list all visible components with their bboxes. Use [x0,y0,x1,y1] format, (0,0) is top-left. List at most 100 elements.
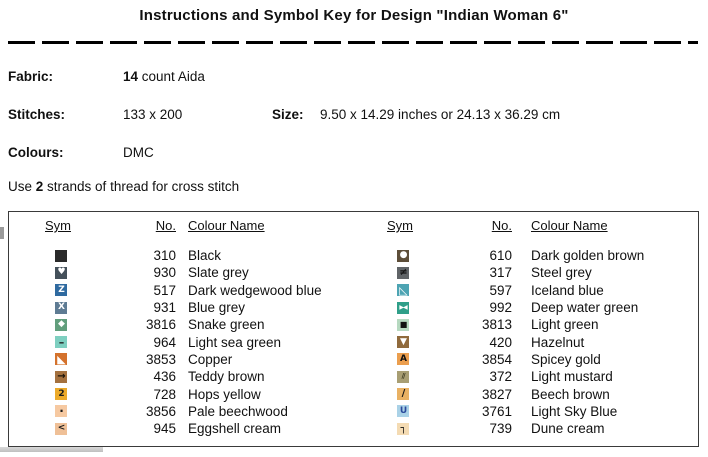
white-lower-left-triangle-icon: ◣ [55,353,67,366]
colour-name: Snake green [188,317,265,333]
letter-x-icon: X [55,301,67,314]
key-header-left: Sym No. Colour Name [39,218,373,238]
colour-name: Teddy brown [188,369,265,385]
key-column-left: Sym No. Colour Name 310 Black ♥ 930 Slate g… [39,218,373,437]
key-column-right: Sym No. Colour Name ● 610 Dark golden brow… [381,218,693,437]
not-equal-icon: ≠ [397,266,409,279]
thread-number: 3853 [145,351,176,367]
dot-icon: · [55,405,67,418]
black-square-icon [55,249,67,262]
table-row: ◆ 3816 Snake green [39,316,373,333]
thread-number: 517 [153,282,176,298]
stitches-row: Stitches: 133 x 200 Size: 9.50 x 14.29 i… [8,107,700,123]
thread-number: 317 [489,265,512,281]
table-row: 310 Black [39,247,373,264]
letter-a-icon: A [397,353,409,366]
thread-number: 728 [153,386,176,402]
colour-name: Iceland blue [531,282,604,298]
colour-name: Slate grey [188,265,249,281]
double-slash-icon: // [397,370,409,383]
colour-name: Light Sky Blue [531,403,618,419]
letter-u-icon: U [397,405,409,418]
slash-icon: / [397,388,409,401]
bowtie-icon: ▶◀ [397,301,409,314]
thread-number: 3813 [481,317,512,333]
table-row: ■ 3813 Light green [381,316,693,333]
thread-number: 3816 [145,317,176,333]
colour-name: Dark wedgewood blue [188,282,322,298]
thread-number: 597 [489,282,512,298]
header-no: No. [155,218,176,233]
strands-note: Use 2 strands of thread for cross stitch [8,179,240,194]
table-row: ◺ 597 Iceland blue [381,282,693,299]
colour-name: Dune cream [531,421,605,437]
table-row: X 931 Blue grey [39,299,373,316]
colour-name: Hazelnut [531,334,585,350]
thread-number: 610 [489,248,512,264]
lower-left-triangle-outline-icon: ◺ [397,284,409,297]
table-row: · 3856 Pale beechwood [39,403,373,420]
stitches-label: Stitches: [8,107,66,122]
colours-value: DMC [123,145,154,160]
colour-name: Copper [188,351,233,367]
thread-number: 372 [489,369,512,385]
less-than-icon: < [55,422,67,435]
fabric-value: 14 count Aida [123,69,205,84]
colour-name: Eggshell cream [188,421,282,437]
size-value: 9.50 x 14.29 inches or 24.13 x 36.29 cm [320,107,561,122]
thread-number: 945 [153,421,176,437]
table-row: ≠ 317 Steel grey [381,264,693,281]
header-sym: Sym [45,218,71,233]
colour-name: Dark golden brown [531,248,645,264]
table-row: ● 610 Dark golden brown [381,247,693,264]
colour-name: Light sea green [188,334,282,350]
white-diamond-icon: ◆ [55,318,67,331]
right-arrow-icon: → [55,370,67,383]
colour-name: Beech brown [531,386,610,402]
table-row: ♥ 930 Slate grey [39,264,373,281]
header-colour-name: Colour Name [188,218,265,233]
thread-number: 930 [153,265,176,281]
table-row: ▶◀ 992 Deep water green [381,299,693,316]
thread-number: 964 [153,334,176,350]
colour-name: Blue grey [188,300,246,316]
thread-number: 739 [489,421,512,437]
table-row: // 372 Light mustard [381,368,693,385]
symbol-key-table: Sym No. Colour Name 310 Black ♥ 930 Slate g… [8,211,699,447]
dash-icon: – [55,336,67,349]
digit-2-icon: 2 [55,388,67,401]
thread-number: 3854 [481,351,512,367]
fabric-row: Fabric: 14 count Aida [8,69,700,85]
table-row: A 3854 Spicey gold [381,351,693,368]
colour-name: Black [188,248,222,264]
header-no: No. [491,218,512,233]
header-colour-name: Colour Name [531,218,608,233]
white-circle-icon: ● [397,249,409,262]
scrollbar-artifact [0,447,103,452]
letter-z-icon: Z [55,284,67,297]
colour-name: Pale beechwood [188,403,288,419]
thread-number: 420 [489,334,512,350]
table-row: ▼ 420 Hazelnut [381,333,693,350]
table-row: U 3761 Light Sky Blue [381,403,693,420]
table-row: <945 Eggshell cream [39,420,373,437]
colour-name: Steel grey [531,265,592,281]
colours-row: Colours: DMC [8,145,700,161]
stitches-value: 133 x 200 [123,107,183,122]
table-row: / 3827 Beech brown [381,385,693,402]
colour-name: Spicey gold [531,351,601,367]
thread-number: 310 [153,248,176,264]
thread-number: 931 [153,300,176,316]
thread-number: 3761 [481,403,512,419]
header-sym: Sym [387,218,413,233]
page-title: Instructions and Symbol Key for Design "… [139,7,569,24]
thread-number: 3856 [145,403,176,419]
colour-name: Deep water green [531,300,639,316]
size-label: Size: [272,107,304,122]
colour-name: Light mustard [531,369,613,385]
table-row: – 964 Light sea green [39,333,373,350]
dashed-divider [8,41,698,44]
table-row: 2 728 Hops yellow [39,385,373,402]
colours-label: Colours: [8,145,64,160]
